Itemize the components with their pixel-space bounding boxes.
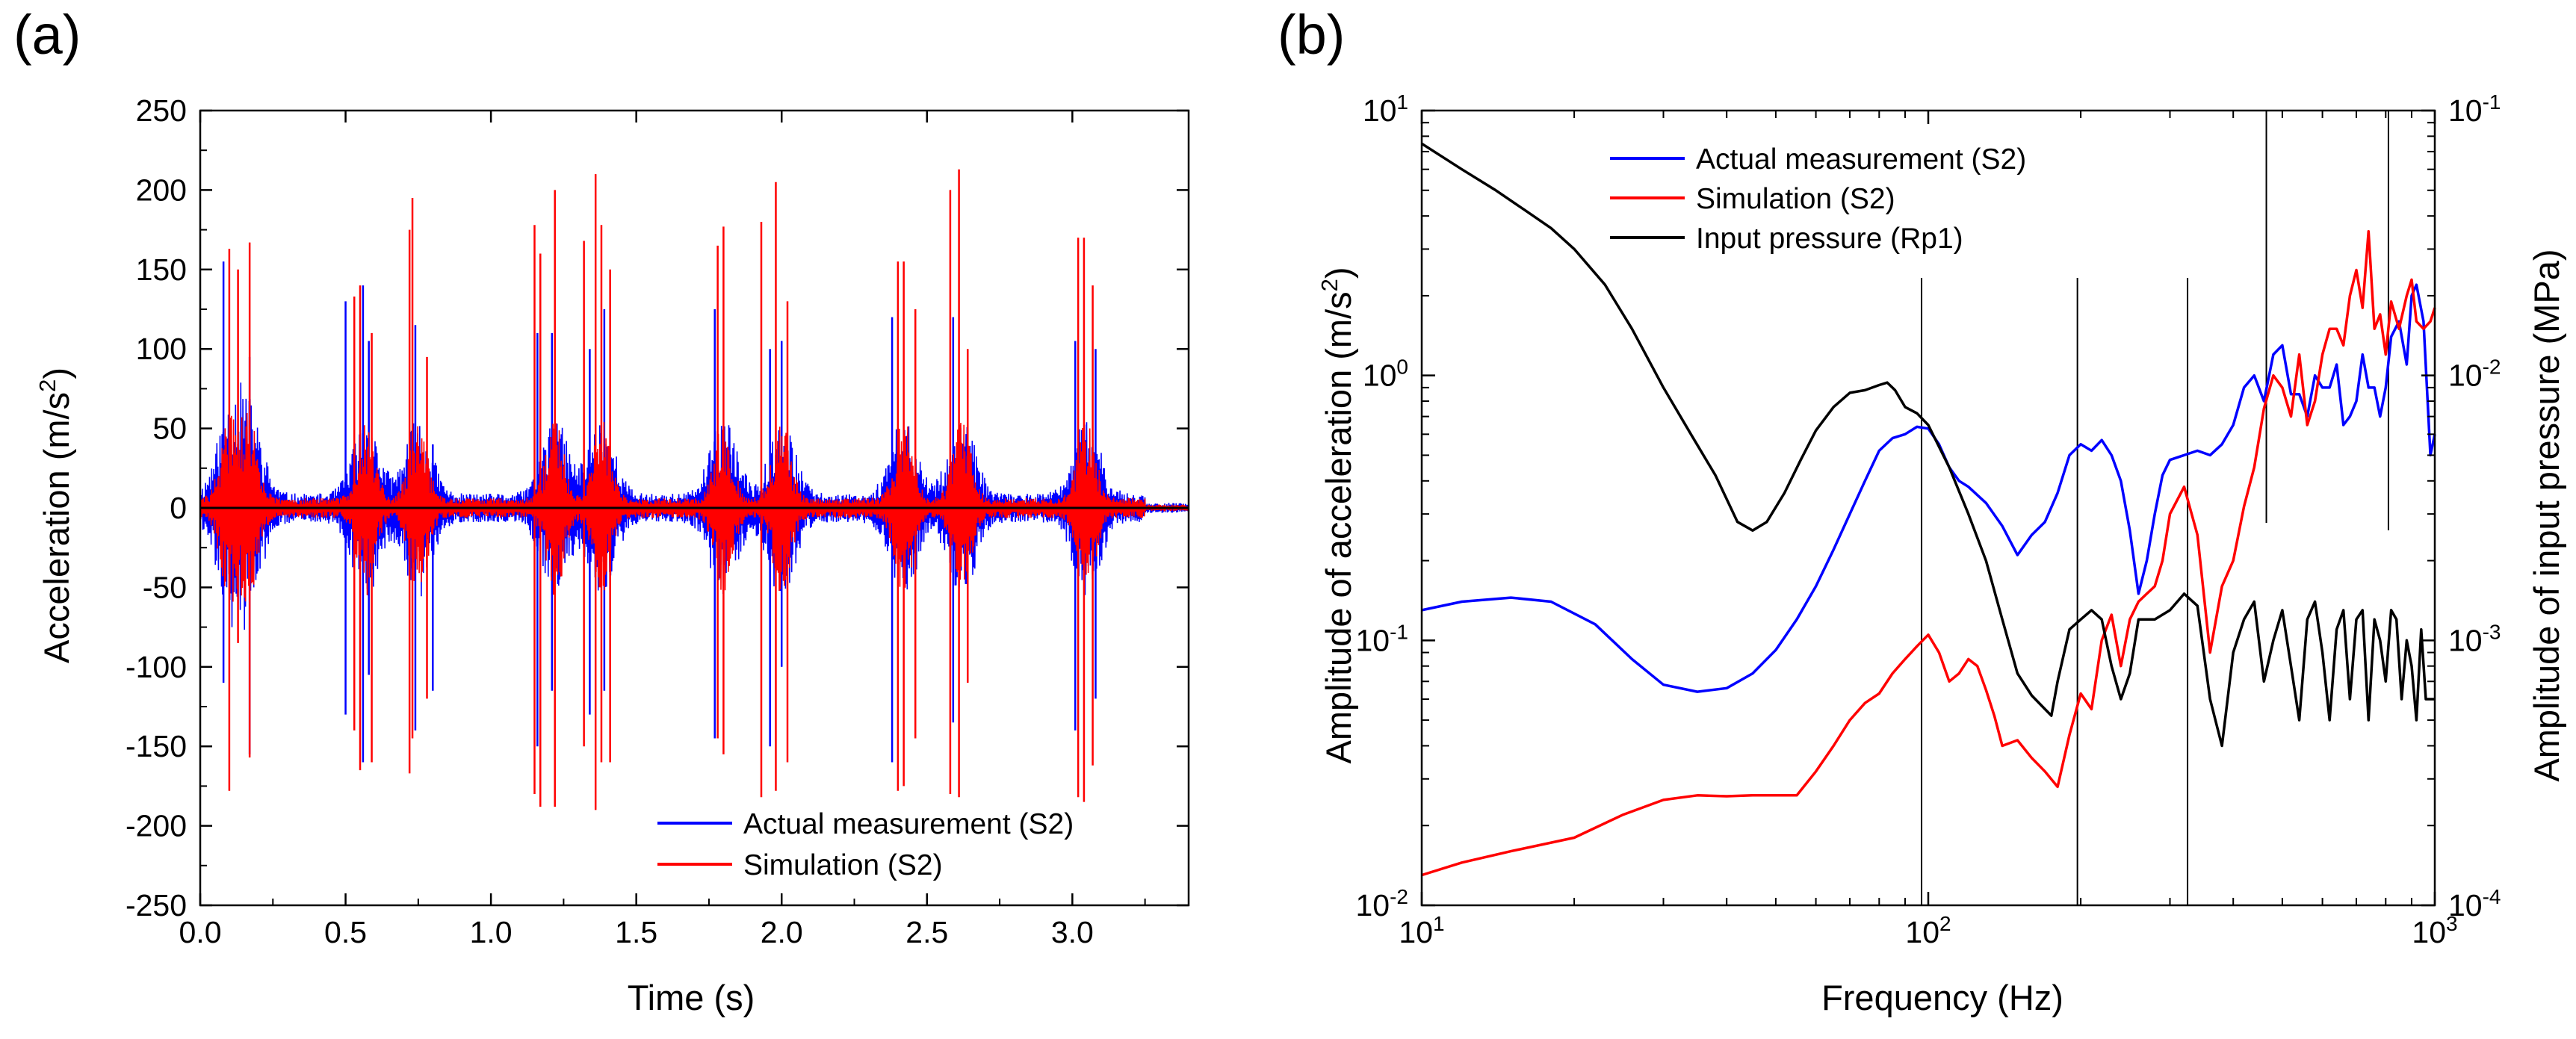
b-x-tick-base: 10 bbox=[1399, 915, 1433, 949]
b-right-y-tick-base: 10 bbox=[2448, 93, 2483, 128]
panel-a-y-axis-title: Acceleration (m/s2) bbox=[34, 367, 76, 663]
panel-b-right-y-axis-title: Amplitude of input pressure (MPa) bbox=[2527, 249, 2566, 781]
b-x-tick-exponent: 1 bbox=[1433, 912, 1445, 935]
y-tick-label-4: 50 bbox=[152, 412, 187, 446]
y-tick-label-8: -150 bbox=[126, 729, 187, 763]
b-right-y-tick-exponent: -1 bbox=[2483, 90, 2501, 114]
b-right-y-tick-exponent: -3 bbox=[2483, 620, 2501, 643]
b-x-tick-base: 10 bbox=[2412, 915, 2446, 949]
y-tick-label-0: 250 bbox=[136, 93, 187, 128]
b-left-y-tick-exponent: -1 bbox=[1390, 620, 1408, 643]
x-tick-label-6: 3.0 bbox=[1051, 915, 1094, 949]
panel-a-x-axis-title: Time (s) bbox=[628, 978, 755, 1017]
b-left-y-tick-base: 10 bbox=[1363, 359, 1397, 393]
y-tick-label-9: -200 bbox=[126, 809, 187, 843]
b-x-tick-label-1: 102 bbox=[1905, 912, 1951, 949]
panel-b-left-y-axis-title: Amplitude of acceleration (m/s2) bbox=[1316, 267, 1358, 763]
b-left-y-tick-base: 10 bbox=[1363, 93, 1397, 128]
b-right-y-tick-label-2: 10-3 bbox=[2448, 620, 2501, 657]
b-left-y-tick-exponent: 1 bbox=[1396, 90, 1408, 114]
b-right-y-tick-base: 10 bbox=[2448, 359, 2483, 393]
series-1-noise-trace bbox=[199, 412, 1189, 602]
panel-b-legend-label-measurement: Actual measurement (S2) bbox=[1696, 143, 2026, 176]
b-left-y-tick-label-0: 101 bbox=[1363, 90, 1408, 128]
b-right-y-tick-exponent: -2 bbox=[2483, 356, 2501, 379]
panel-b-left-y-title-sup: 2 bbox=[1316, 279, 1343, 291]
panel-b-legend: Actual measurement (S2) Simulation (S2) … bbox=[1610, 143, 2026, 255]
b-right-y-tick-label-3: 10-4 bbox=[2448, 885, 2501, 922]
series-2-spectrum-line bbox=[1421, 142, 2435, 748]
panel-a: (a) 0.0 0.5 1.0 1.5 2.0 2.5 3.0250200150100500… bbox=[13, 4, 1190, 1017]
series-1-spectrum-line bbox=[1421, 229, 2436, 877]
x-tick-label-3: 1.5 bbox=[615, 915, 657, 949]
x-tick-label-1: 0.5 bbox=[324, 915, 367, 949]
y-tick-label-3: 100 bbox=[136, 332, 187, 366]
panel-a-y-title-end: ) bbox=[37, 367, 76, 379]
b-left-y-tick-exponent: -2 bbox=[1390, 885, 1408, 908]
panel-a-legend-label-measurement: Actual measurement (S2) bbox=[743, 808, 1074, 840]
panel-b-left-y-title-main: Amplitude of acceleration (m/s bbox=[1319, 291, 1358, 763]
panel-a-y-title-main: Acceleration (m/s bbox=[37, 392, 76, 663]
b-left-y-tick-exponent: 0 bbox=[1396, 356, 1408, 379]
y-tick-label-6: -50 bbox=[143, 570, 187, 604]
b-x-tick-exponent: 2 bbox=[1939, 912, 1951, 935]
b-right-y-tick-label-1: 10-2 bbox=[2448, 356, 2501, 393]
y-tick-label-7: -100 bbox=[126, 650, 187, 684]
b-left-y-tick-label-3: 10-2 bbox=[1355, 885, 1408, 922]
x-tick-label-4: 2.0 bbox=[761, 915, 803, 949]
y-tick-label-10: -250 bbox=[126, 888, 187, 922]
b-x-tick-exponent: 3 bbox=[2446, 912, 2458, 935]
panel-b-left-y-title-end: ) bbox=[1319, 267, 1358, 279]
b-right-y-tick-base: 10 bbox=[2448, 888, 2483, 922]
panel-a-legend-label-simulation: Simulation (S2) bbox=[743, 849, 943, 881]
b-left-y-tick-base: 10 bbox=[1355, 623, 1390, 657]
b-x-tick-base: 10 bbox=[1905, 915, 1939, 949]
b-right-y-tick-label-0: 10-1 bbox=[2448, 90, 2501, 128]
x-tick-label-0: 0.0 bbox=[179, 915, 222, 949]
x-tick-label-5: 2.5 bbox=[905, 915, 948, 949]
b-right-y-tick-base: 10 bbox=[2448, 623, 2483, 657]
b-x-tick-label-0: 101 bbox=[1399, 912, 1444, 949]
y-tick-label-1: 200 bbox=[136, 173, 187, 207]
panel-b-legend-label-pressure: Input pressure (Rp1) bbox=[1696, 223, 1963, 255]
b-left-y-tick-label-1: 100 bbox=[1363, 356, 1408, 393]
y-tick-label-5: 0 bbox=[170, 491, 187, 525]
b-left-y-tick-label-2: 10-1 bbox=[1355, 620, 1408, 657]
panel-a-y-title-sup: 2 bbox=[34, 379, 61, 392]
panel-b: (b) 101 102 10310110010-110-210-110-210-31… bbox=[1278, 4, 2566, 1017]
panel-a-label: (a) bbox=[13, 4, 81, 66]
panel-a-plot-area: 0.0 0.5 1.0 1.5 2.0 2.5 3.0 250 200 150 100 50 0 -50 -… bbox=[126, 93, 1190, 949]
x-tick-label-2: 1.0 bbox=[470, 915, 513, 949]
panel-b-legend-label-simulation: Simulation (S2) bbox=[1696, 183, 1895, 215]
y-tick-label-2: 150 bbox=[136, 252, 187, 287]
b-left-y-tick-base: 10 bbox=[1355, 888, 1390, 922]
panel-b-x-axis-title: Frequency (Hz) bbox=[1821, 978, 2063, 1017]
series-0-spectrum-line bbox=[1421, 283, 2436, 693]
panel-a-legend: Actual measurement (S2) Simulation (S2) bbox=[657, 808, 1074, 881]
b-x-tick-label-2: 103 bbox=[2412, 912, 2457, 949]
panel-b-label: (b) bbox=[1278, 4, 1345, 66]
b-right-y-tick-exponent: -4 bbox=[2483, 885, 2501, 908]
